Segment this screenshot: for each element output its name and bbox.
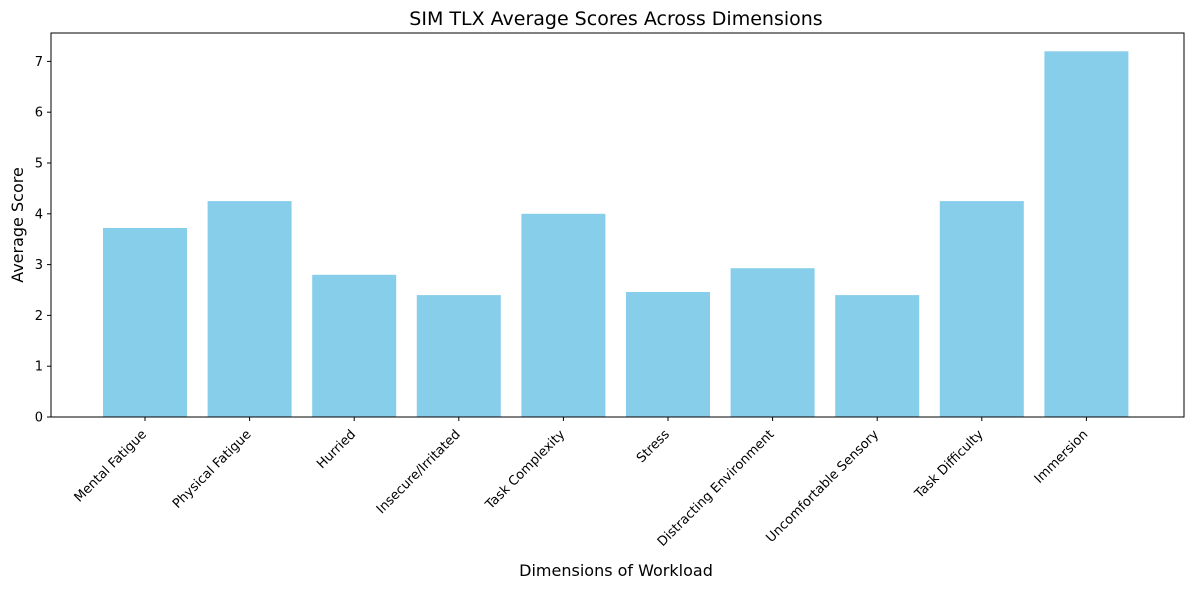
y-tick-label: 5	[35, 157, 43, 172]
y-tick-label: 3	[35, 258, 43, 273]
chart-title: SIM TLX Average Scores Across Dimensions	[409, 8, 822, 30]
bar	[626, 292, 710, 417]
bar	[416, 295, 501, 417]
bar	[1044, 51, 1129, 418]
y-axis: 0 1 2 3 4 5 6 7	[35, 55, 51, 426]
bar	[103, 228, 187, 417]
plot-frame	[50, 32, 1185, 418]
y-tick-label: 6	[35, 106, 43, 121]
bar	[835, 295, 920, 417]
y-tick-label: 7	[35, 55, 43, 70]
y-tick-label: 4	[35, 207, 43, 222]
bar	[312, 274, 397, 417]
bar	[730, 268, 815, 417]
y-axis-title: Average Score	[8, 167, 27, 283]
bars-group	[103, 51, 1129, 418]
bar	[939, 201, 1024, 417]
y-tick-label: 2	[35, 309, 43, 324]
y-tick-label: 0	[35, 411, 43, 426]
x-axis-title: Dimensions of Workload	[519, 561, 713, 580]
y-tick-label: 1	[35, 360, 43, 375]
bar	[521, 213, 606, 417]
bar	[207, 201, 292, 417]
